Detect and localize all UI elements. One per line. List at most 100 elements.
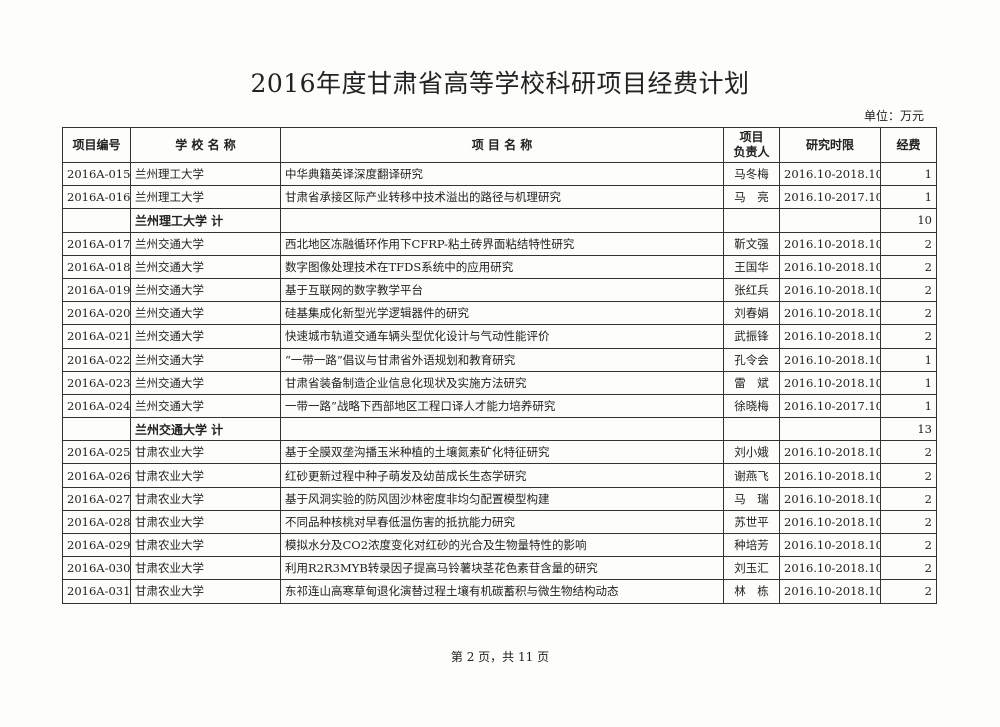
cell-project: 中华典籍英译深度翻译研究	[280, 161, 724, 187]
subtotal-row: 兰州交通大学 计 13	[62, 417, 937, 442]
cell-code: 2016A-023	[62, 370, 131, 395]
cell-project: 数字图像处理技术在TFDS系统中的应用研究	[280, 254, 724, 279]
cell-person	[723, 417, 780, 442]
cell-period: 2016.10-2018.10	[779, 509, 881, 535]
cell-person: 马冬梅	[723, 161, 780, 187]
cell-period: 2016.10-2018.10	[779, 161, 881, 187]
document-title: 2016年度甘肃省高等学校科研项目经费计划	[250, 69, 750, 98]
cell-school: 甘肃农业大学	[130, 556, 281, 581]
table-row: 2016A-026 甘肃农业大学 红砂更新过程中种子萌发及幼苗成长生态学研究 谢燕飞 2…	[62, 463, 937, 488]
cell-period	[779, 417, 881, 442]
cell-period: 2016.10-2018.10	[779, 440, 881, 465]
table-row: 2016A-020 兰州交通大学 硅基集成化新型光学逻辑器件的研究 刘春娟 2016.1…	[62, 301, 937, 326]
cell-period	[779, 208, 881, 233]
table-row: 2016A-024 兰州交通大学 一带一路”战略下西部地区工程口译人才能力培养研究徐…	[62, 393, 937, 419]
table-row: 2016A-028 甘肃农业大学 不同品种核桃对早春低温伤害的抵抗能力研究 苏世平 20…	[62, 509, 937, 535]
cell-project: 不同品种核桃对早春低温伤害的抵抗能力研究	[280, 509, 724, 535]
cell-person: 种培芳	[723, 532, 780, 558]
cell-period: 2016.10-2018.10	[779, 532, 881, 558]
cell-code: 2016A-030	[62, 556, 131, 581]
cell-funding: 1	[880, 185, 937, 210]
cell-period: 2016.10-2018.10	[779, 370, 881, 395]
table-row: 2016A-031 甘肃农业大学 东祁连山高寒草甸退化演替过程土壤有机碳蓄积与微生物…	[62, 579, 937, 604]
cell-period: 2016.10-2018.10	[779, 347, 881, 372]
cell-code: 2016A-016	[62, 185, 131, 210]
cell-code: 2016A-031	[62, 579, 131, 604]
cell-project: 快速城市轨道交通车辆头型优化设计与气动性能评价	[280, 324, 724, 349]
cell-code: 2016A-019	[62, 277, 131, 303]
cell-project: 一带一路”战略下西部地区工程口译人才能力培养研究	[280, 393, 724, 419]
cell-funding: 2	[880, 324, 937, 349]
cell-code: 2016A-028	[62, 509, 131, 535]
cell-person: 刘春娟	[723, 301, 780, 326]
cell-project: 基于全膜双垄沟播玉米种植的土壤氮素矿化特征研究	[280, 440, 724, 465]
cell-person: 刘玉汇	[723, 556, 780, 581]
cell-period: 2016.10-2018.10	[779, 579, 881, 604]
table-row: 2016A-015 兰州理工大学 中华典籍英译深度翻译研究 马冬梅 2016.10-20…	[62, 161, 937, 187]
cell-period: 2016.10-2018.10	[779, 556, 881, 581]
cell-person: 靳文强	[723, 231, 780, 256]
cell-school: 甘肃农业大学	[130, 579, 281, 604]
cell-code: 2016A-022	[62, 347, 131, 372]
page-footer: 第 2 页，共 11 页	[450, 650, 550, 664]
cell-project: 甘肃省装备制造企业信息化现状及实施方法研究	[280, 370, 724, 395]
cell-project	[280, 417, 724, 442]
header-person: 项目 负责人	[723, 127, 780, 163]
cell-project: 东祁连山高寒草甸退化演替过程土壤有机碳蓄积与微生物结构动态	[280, 579, 724, 604]
cell-person: 武振锋	[723, 324, 780, 349]
table-row: 2016A-030 甘肃农业大学 利用R2R3MYB转录因子提高马铃薯块茎花色素苷含…	[62, 556, 937, 581]
cell-funding: 2	[880, 301, 937, 326]
cell-code: 2016A-020	[62, 301, 131, 326]
subtotal-row: 兰州理工大学 计 10	[62, 208, 937, 233]
cell-school: 兰州理工大学 计	[130, 208, 281, 233]
header-code: 项目编号	[62, 127, 131, 163]
header-project: 项 目 名 称	[280, 127, 724, 163]
table-row: 2016A-018 兰州交通大学 数字图像处理技术在TFDS系统中的应用研究 王国华 2…	[62, 254, 937, 279]
cell-project: 模拟水分及CO2浓度变化对红砂的光合及生物量特性的影响	[280, 532, 724, 558]
cell-project: 基于风洞实验的防风固沙林密度非均匀配置模型构建	[280, 486, 724, 511]
cell-code: 2016A-024	[62, 393, 131, 419]
cell-period: 2016.10-2018.10	[779, 486, 881, 511]
cell-funding: 2	[880, 556, 937, 581]
cell-person: 马 瑞	[723, 486, 780, 511]
cell-code: 2016A-015	[62, 161, 131, 187]
cell-funding: 2	[880, 254, 937, 279]
cell-school: 甘肃农业大学	[130, 509, 281, 535]
cell-code: 2016A-018	[62, 254, 131, 279]
cell-period: 2016.10-2018.10	[779, 254, 881, 279]
cell-person	[723, 208, 780, 233]
cell-school: 甘肃农业大学	[130, 486, 281, 511]
cell-funding: 1	[880, 393, 937, 419]
cell-period: 2016.10-2018.10	[779, 301, 881, 326]
cell-person: 张红兵	[723, 277, 780, 303]
cell-code: 2016A-021	[62, 324, 131, 349]
table-row: 2016A-016 兰州理工大学 甘肃省承接区际产业转移中技术溢出的路径与机理研究马…	[62, 185, 937, 210]
cell-school: 兰州交通大学	[130, 324, 281, 349]
cell-period: 2016.10-2018.10	[779, 463, 881, 488]
cell-person: 王国华	[723, 254, 780, 279]
cell-person: 马 亮	[723, 185, 780, 210]
table-row: 2016A-029 甘肃农业大学 模拟水分及CO2浓度变化对红砂的光合及生物量特性的…	[62, 532, 937, 558]
cell-code: 2016A-026	[62, 463, 131, 488]
cell-school: 甘肃农业大学	[130, 532, 281, 558]
cell-project: 西北地区冻融循环作用下CFRP-粘土砖界面粘结特性研究	[280, 231, 724, 256]
funding-table: 项目编号 学 校 名 称 项 目 名 称 项目 负责人 研究时限 经费 2016…	[62, 127, 937, 604]
cell-school: 甘肃农业大学	[130, 463, 281, 488]
table-row: 2016A-025 甘肃农业大学 基于全膜双垄沟播玉米种植的土壤氮素矿化特征研究 刘小…	[62, 440, 937, 465]
cell-school: 兰州交通大学	[130, 254, 281, 279]
cell-funding: 1	[880, 370, 937, 395]
unit-label: 单位：万元	[863, 109, 924, 123]
cell-funding: 2	[880, 486, 937, 511]
cell-school: 兰州交通大学	[130, 231, 281, 256]
cell-person: 雷 斌	[723, 370, 780, 395]
cell-school: 兰州交通大学	[130, 301, 281, 326]
cell-funding: 13	[880, 417, 937, 442]
cell-period: 2016.10-2018.10	[779, 231, 881, 256]
cell-period: 2016.10-2018.10	[779, 324, 881, 349]
cell-period: 2016.10-2017.10	[779, 185, 881, 210]
table-row: 2016A-021 兰州交通大学 快速城市轨道交通车辆头型优化设计与气动性能评价 武振…	[62, 324, 937, 349]
cell-code: 2016A-027	[62, 486, 131, 511]
table-row: 2016A-022 兰州交通大学 “一带一路”倡议与甘肃省外语规划和教育研究 孔令会 2…	[62, 347, 937, 372]
cell-project	[280, 208, 724, 233]
